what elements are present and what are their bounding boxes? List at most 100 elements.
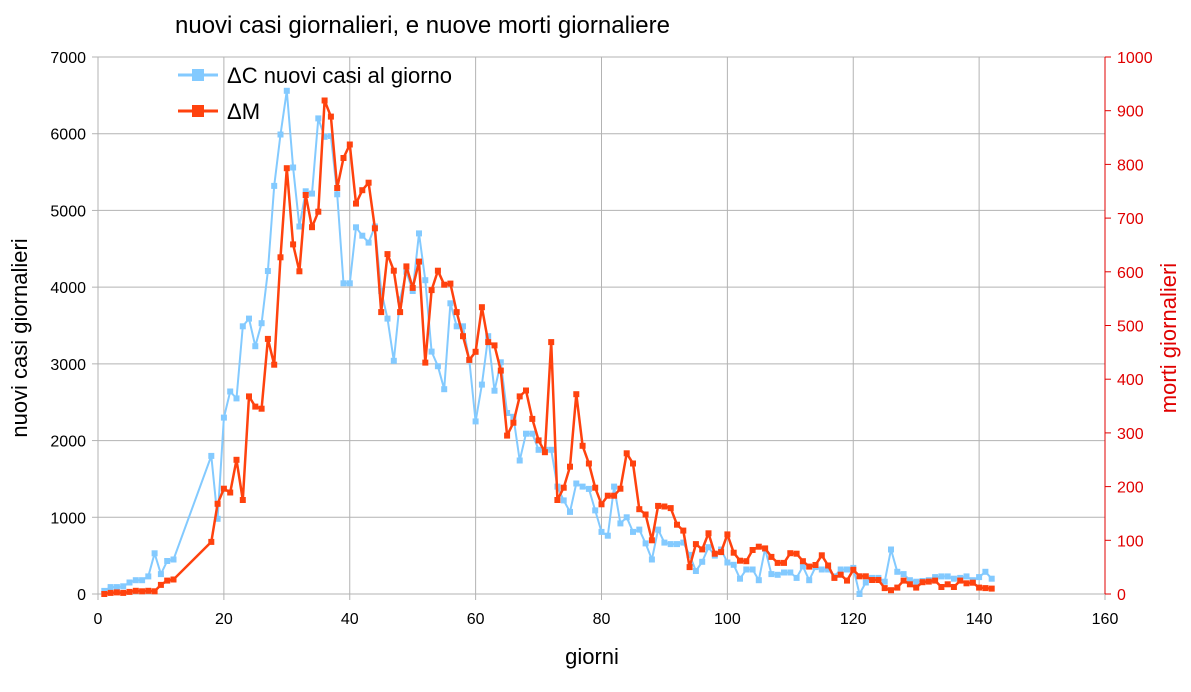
series-cases-point [705, 544, 712, 551]
series-cases-point [478, 381, 485, 388]
series-deaths-point [510, 419, 517, 426]
series-cases-point [604, 532, 611, 539]
y-tick-label-right: 400 [1117, 372, 1144, 389]
series-cases-line [103, 89, 993, 595]
series-deaths-point [485, 339, 492, 346]
series-cases-point [680, 539, 687, 546]
series-cases-point [881, 578, 888, 585]
series-deaths-point [604, 492, 611, 499]
series-cases-point [384, 315, 391, 322]
series-cases-point [340, 280, 347, 287]
series-deaths-point [239, 497, 246, 503]
series-cases-point [888, 546, 894, 553]
series-deaths-point [963, 580, 970, 587]
series-deaths-point [856, 573, 863, 580]
series-cases-point [113, 584, 120, 591]
series-deaths-point [157, 581, 164, 588]
series-deaths-point [976, 584, 983, 591]
series-deaths-point [579, 442, 586, 449]
series-cases-point [378, 288, 385, 294]
series-deaths-point [969, 579, 976, 586]
series-deaths-point [208, 538, 215, 545]
series-cases-point [227, 388, 234, 395]
legend-marker-deaths [192, 105, 204, 117]
series-cases-point [932, 574, 939, 581]
series-cases-point [755, 577, 762, 584]
series-cases-point [283, 87, 290, 94]
series-deaths-point [869, 577, 876, 583]
series-deaths-point [938, 584, 945, 590]
series-cases-point [422, 277, 429, 284]
series-deaths-point [585, 460, 592, 467]
series-cases [101, 87, 995, 597]
series-deaths-point [762, 545, 769, 552]
series-cases-point [220, 414, 227, 421]
series-cases-point [258, 320, 265, 327]
series-deaths-point [844, 577, 850, 584]
series-cases-point [667, 541, 674, 548]
series-cases-point [214, 515, 221, 522]
series-cases-point [126, 579, 133, 586]
series-cases-point [743, 566, 750, 573]
series-deaths-point [283, 165, 290, 172]
series-deaths-point [302, 192, 309, 198]
series-deaths-point [661, 503, 668, 510]
series-deaths-point [497, 367, 504, 374]
series-deaths-point [346, 141, 353, 148]
series-deaths-point [233, 456, 240, 463]
series-cases-point [164, 558, 171, 564]
series-deaths-point [220, 485, 227, 492]
series-deaths-point [139, 588, 146, 595]
series-cases-point [699, 558, 706, 565]
chart-title: nuovi casi giornalieri, e nuove morti gi… [175, 12, 670, 39]
series-deaths-point [113, 589, 120, 596]
series-cases-point [818, 566, 825, 573]
series-deaths-point [227, 489, 234, 496]
series-deaths-point [434, 267, 441, 274]
series-deaths-point [359, 187, 366, 194]
series-cases-point [661, 539, 668, 546]
series-deaths-point [516, 393, 523, 400]
legend: ΔC nuovi casi al giorno ΔM [178, 63, 452, 124]
series-deaths-point [472, 348, 479, 355]
series-cases-point [963, 573, 970, 580]
series-cases-point [598, 528, 605, 535]
series-deaths-point [296, 268, 303, 275]
series-cases-point [724, 559, 731, 566]
series-cases-point [359, 232, 366, 239]
series-cases-point [208, 452, 215, 459]
series-deaths-point [504, 432, 511, 439]
series-cases-point [271, 182, 278, 189]
series-deaths-point [390, 267, 397, 274]
series-deaths-point [686, 564, 693, 571]
series-cases-point [686, 551, 693, 558]
series-deaths-point [774, 559, 781, 566]
series-deaths-point [957, 577, 964, 584]
series-cases-point [692, 568, 699, 574]
series-deaths-point [409, 284, 416, 291]
series-cases-point [900, 571, 907, 578]
series-deaths-point [246, 393, 252, 400]
series-cases-point [472, 418, 479, 425]
series-cases-point [950, 575, 957, 582]
series-deaths-point [862, 573, 869, 580]
series-cases-point [107, 584, 114, 591]
series-deaths-point [567, 463, 573, 470]
series-deaths-point [768, 553, 775, 560]
series-cases-point [516, 457, 523, 464]
legend-label-cases: ΔC nuovi casi al giorno [227, 63, 452, 88]
series-deaths-point [623, 450, 630, 457]
series-deaths-point [101, 591, 108, 597]
series-cases-point [774, 571, 781, 578]
series-deaths-point [321, 97, 328, 104]
series-deaths-point [875, 577, 882, 583]
series-cases-point [781, 569, 787, 576]
y-tick-label-left: 0 [77, 587, 86, 604]
series-deaths-point [264, 335, 271, 342]
series-deaths-point [384, 251, 391, 258]
series-deaths-point [277, 254, 284, 261]
series-cases-point [642, 540, 649, 547]
y-tick-label-right: 600 [1117, 265, 1144, 282]
legend-label-deaths: ΔM [227, 99, 260, 124]
series-deaths-point [214, 500, 221, 507]
